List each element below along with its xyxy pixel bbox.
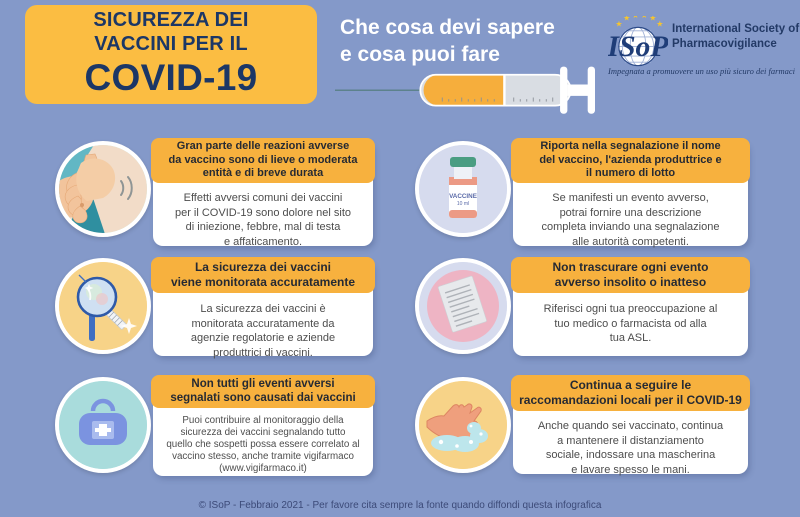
svg-text:★: ★ xyxy=(649,16,656,22)
svg-text:ISoP: ISoP xyxy=(608,31,668,63)
svg-text:VACCINE: VACCINE xyxy=(449,193,477,200)
svg-text:★: ★ xyxy=(641,16,648,20)
svg-text:★: ★ xyxy=(615,19,622,28)
svg-text:★: ★ xyxy=(632,16,639,20)
svg-text:★: ★ xyxy=(656,19,663,28)
svg-text:10 ml: 10 ml xyxy=(457,201,469,207)
svg-text:★: ★ xyxy=(623,16,630,22)
